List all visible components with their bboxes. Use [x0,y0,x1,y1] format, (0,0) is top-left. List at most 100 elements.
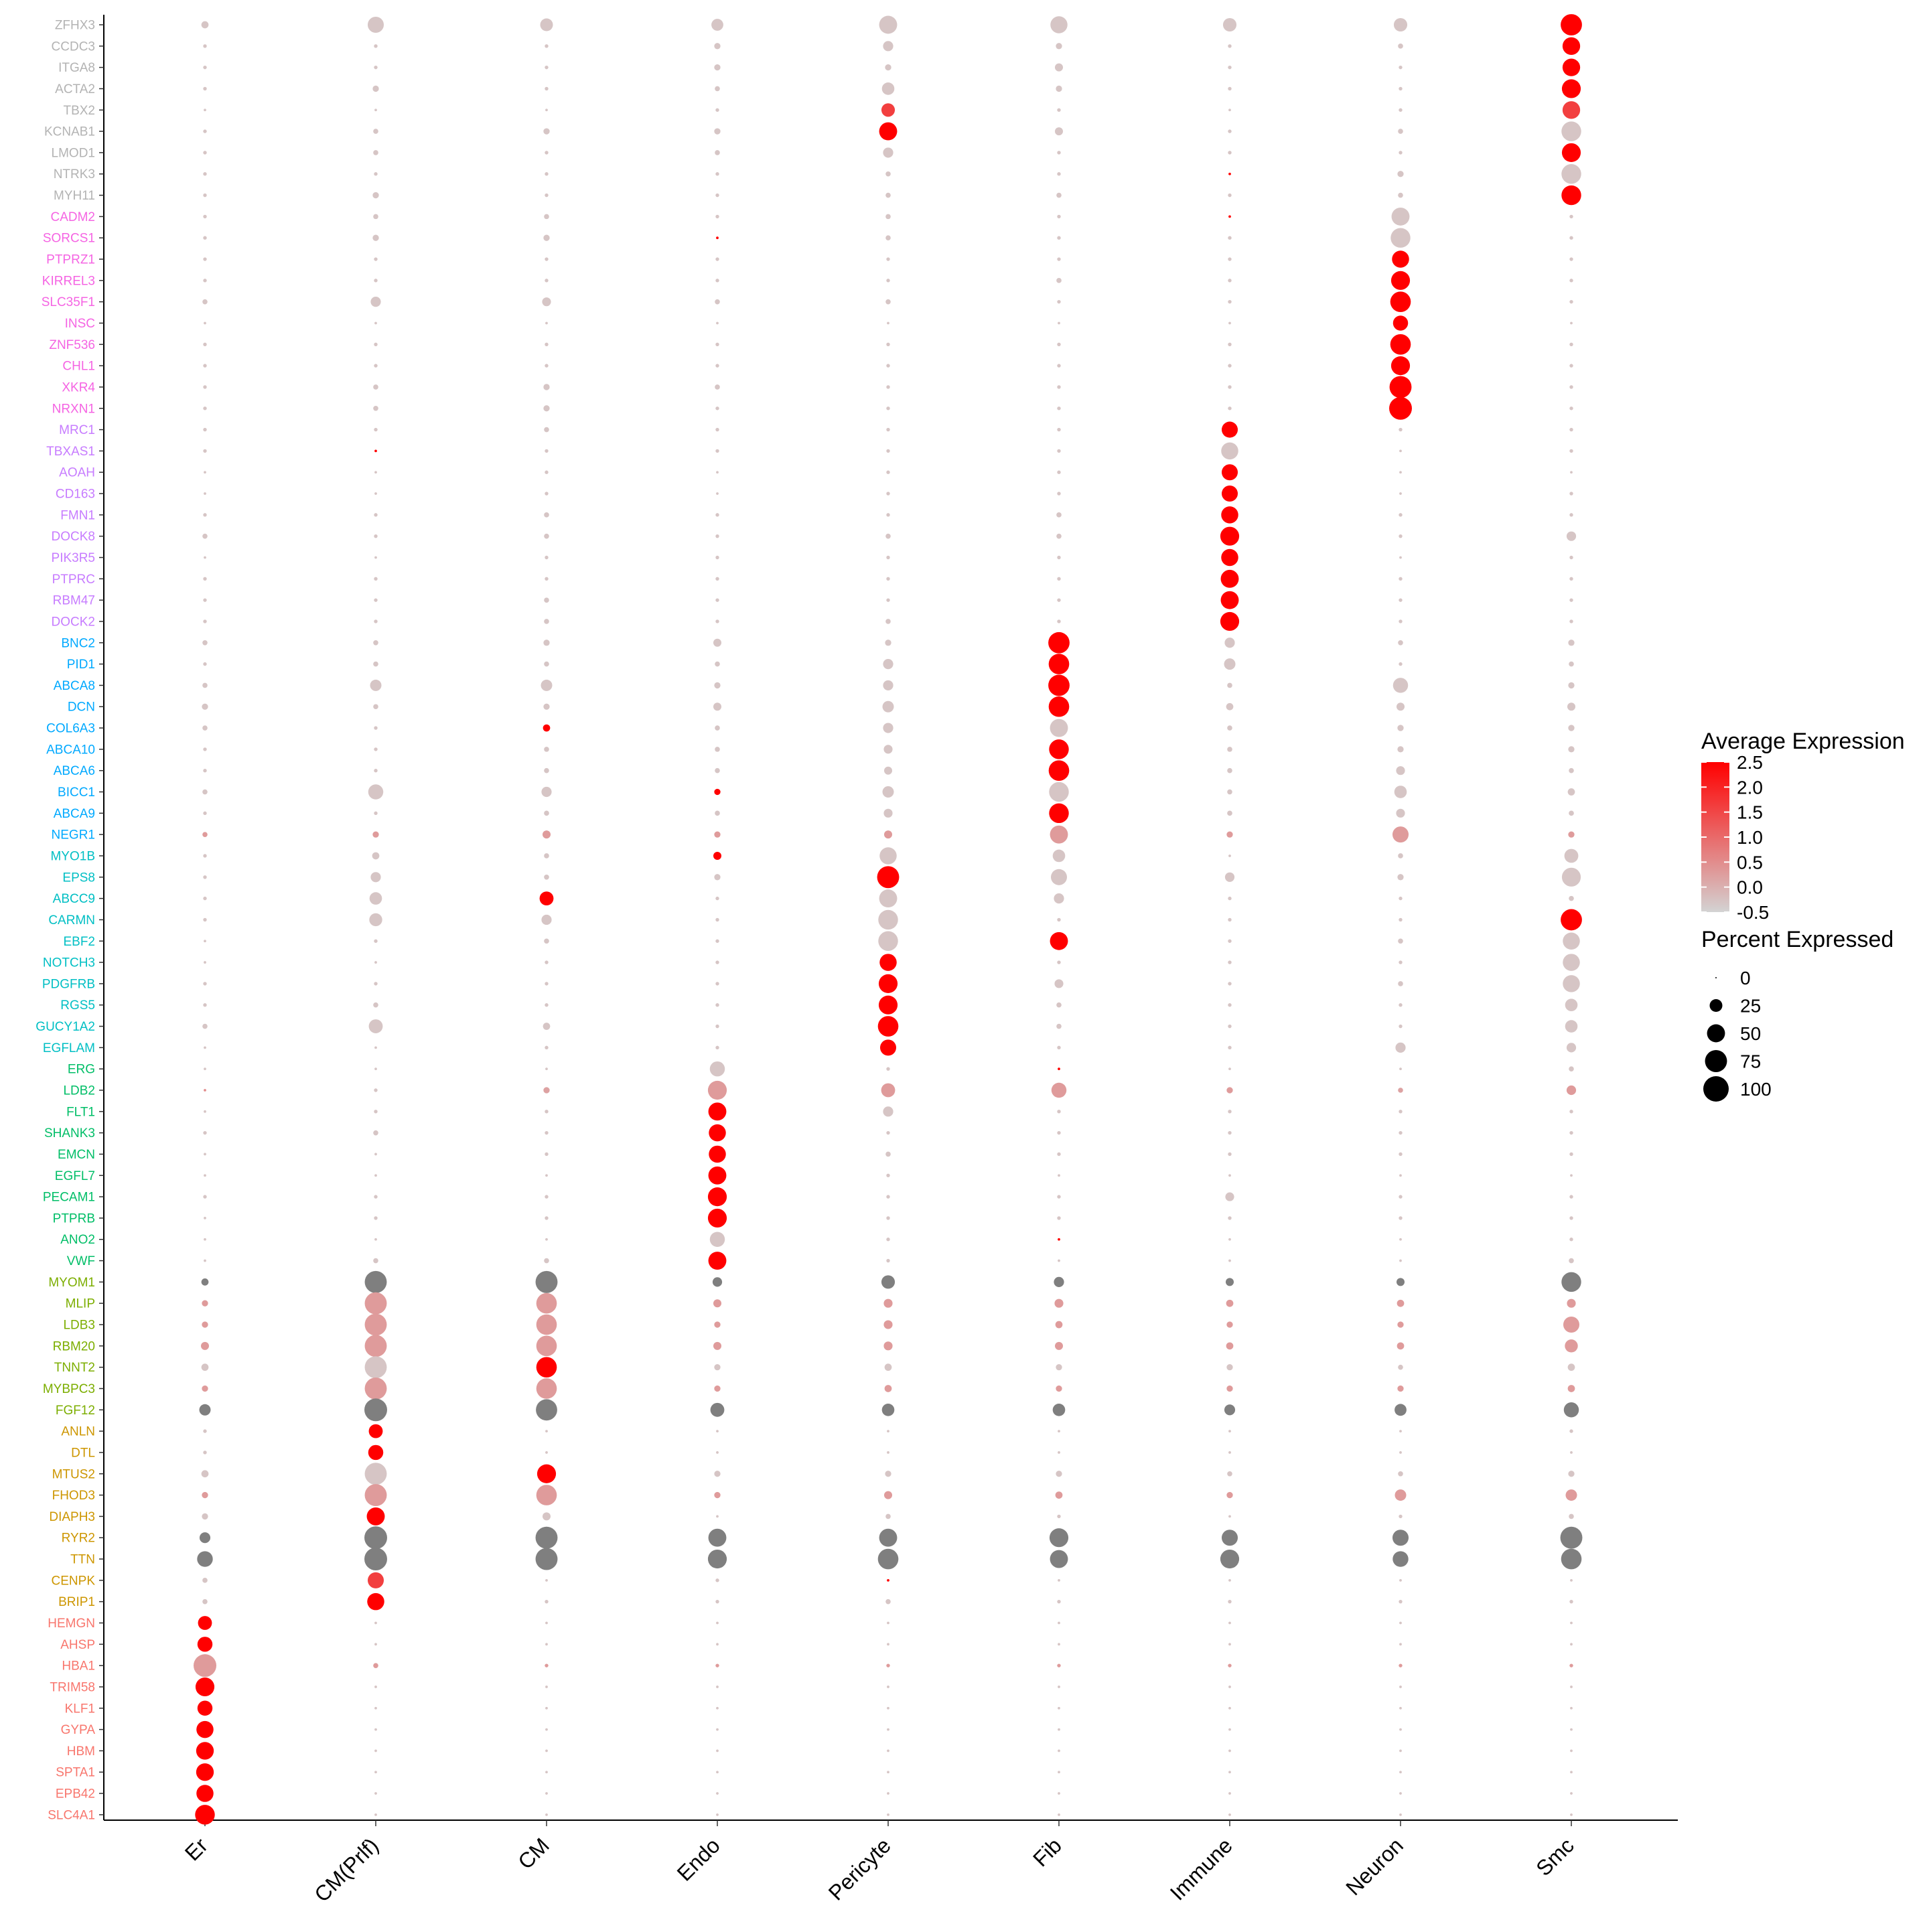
dot [1221,548,1238,567]
dot [881,1275,896,1289]
dot [1392,250,1409,268]
dot [885,171,891,177]
dot [1056,1471,1062,1477]
dot [1228,1813,1231,1816]
dot [1226,1342,1234,1350]
y-tick-label: ITGA8 [58,61,95,75]
dot [1392,1551,1409,1567]
dot [1561,14,1582,35]
dot [1228,1451,1231,1454]
dot [713,1299,722,1308]
dot [203,896,207,901]
dot [545,151,549,155]
dot [199,1532,211,1544]
dot [1226,1087,1233,1094]
dot [543,234,550,241]
dot [885,619,891,624]
dot [204,321,206,325]
dot [878,931,898,951]
dot [1570,1706,1573,1710]
dot [886,279,890,283]
dot [204,471,206,474]
y-tick-label: ERG [68,1063,95,1077]
dot [545,1067,548,1071]
dot [1054,979,1064,988]
dot [1569,364,1573,368]
dot [1569,1110,1573,1114]
dot [716,1728,719,1731]
dot [1058,1238,1060,1241]
y-tick-label: MYOM1 [48,1276,95,1290]
dot [203,385,207,389]
dot [204,940,206,943]
dot [1396,702,1405,711]
dot [885,214,891,220]
dot [373,150,378,155]
dot [539,891,554,906]
dot [373,405,378,411]
dot [710,1402,725,1417]
y-tick-label: KCNAB1 [44,125,95,139]
dot [877,1548,899,1570]
dot [1399,449,1402,453]
dot [883,830,893,839]
dot [543,405,550,412]
dot [1399,427,1403,432]
dot [544,1258,549,1264]
dot [545,492,549,496]
dot [714,43,721,50]
dot [203,811,207,816]
dot [1397,1299,1405,1307]
dot [1399,1686,1402,1688]
dot [883,1341,893,1351]
dot [714,1471,721,1477]
dot [887,1813,889,1816]
dot [1568,640,1575,646]
dot [1057,406,1061,411]
dot [709,1061,725,1077]
x-tick-label: CM(Prlf) [309,1833,383,1907]
dot [715,364,719,368]
dot [1397,1321,1404,1328]
dot [1566,531,1577,541]
dot [1048,654,1070,674]
legend-size-dot [1703,1076,1729,1102]
dot [201,1278,209,1286]
dot [545,65,549,70]
dot [545,1728,548,1731]
y-tick-label: EMCN [58,1148,95,1162]
legend-size-dot [1715,977,1717,978]
dot [202,640,208,646]
dot [1570,1792,1573,1795]
dot [1570,471,1573,474]
dot [201,1363,209,1371]
dot [1057,299,1061,304]
dot [1569,619,1573,623]
legend-size-dot [1707,1024,1725,1043]
dot [1569,810,1574,816]
dot [1057,1663,1061,1667]
dot [885,533,891,539]
x-tick-label: Neuron [1341,1833,1408,1900]
dot [1058,321,1060,325]
dot [1399,86,1403,91]
dot [1390,333,1411,355]
dot [1395,1042,1406,1053]
dot [203,427,207,432]
dot [1057,342,1061,346]
dot [203,662,207,666]
dot [1398,129,1403,134]
dot [1390,291,1411,312]
dot [203,854,207,858]
dot [374,364,378,368]
dot [1399,471,1402,474]
dot [372,234,379,241]
dot [1054,1341,1064,1350]
dot [879,1528,898,1547]
dot [1569,492,1573,496]
dot [1399,1706,1402,1710]
dot [883,1298,893,1308]
dot [1057,214,1061,219]
dot [881,103,896,117]
